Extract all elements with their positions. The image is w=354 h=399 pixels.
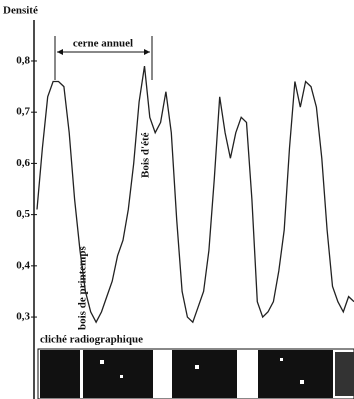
annotation: bois de printemps bbox=[77, 246, 89, 330]
annotation: Bois d'été bbox=[140, 132, 152, 178]
density-line bbox=[37, 66, 354, 322]
chart: Densité cerne annuel bois de printemps B… bbox=[0, 0, 354, 399]
y-tick-label: 0,8 bbox=[16, 55, 30, 67]
y-tick-label: 0,5 bbox=[16, 208, 30, 220]
annotation: cliché radiographique bbox=[40, 334, 143, 346]
y-tick-label: 0,6 bbox=[16, 157, 30, 169]
radiograph bbox=[38, 349, 354, 399]
annotation: cerne annuel bbox=[73, 38, 133, 50]
y-tick-label: 0,4 bbox=[16, 259, 30, 271]
y-axis-title: Densité bbox=[3, 5, 38, 17]
y-tick-label: 0,7 bbox=[16, 106, 30, 118]
y-tick-label: 0,3 bbox=[16, 311, 30, 323]
